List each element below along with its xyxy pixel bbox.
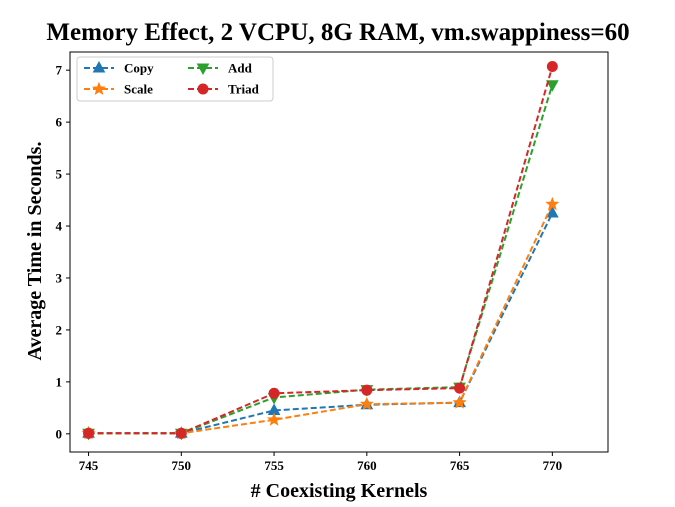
- legend-item-triad: Triad: [188, 82, 260, 97]
- legend-marker: [197, 83, 209, 95]
- legend-marker: [92, 60, 106, 73]
- series-line: [88, 66, 554, 435]
- series-scale: [81, 196, 560, 440]
- data-point: [452, 395, 467, 409]
- y-tick-label: 4: [56, 219, 63, 234]
- data-point: [359, 396, 374, 411]
- y-tick-label: 5: [56, 167, 63, 182]
- x-axis-label: # Coexisting Kernels: [251, 480, 428, 502]
- series-layer: [81, 61, 560, 441]
- data-point: [268, 387, 280, 399]
- legend-marker: [196, 63, 210, 76]
- data-point: [361, 384, 373, 396]
- y-tick-label: 0: [56, 426, 63, 441]
- data-point: [83, 427, 95, 439]
- legend-box: [76, 56, 274, 102]
- legend-marker: [91, 81, 107, 95]
- x-tick-label: 765: [450, 458, 470, 473]
- data-point: [267, 412, 282, 426]
- legend-label: Triad: [228, 82, 260, 97]
- y-tick-label: 1: [56, 374, 63, 389]
- series-line: [88, 203, 554, 435]
- x-axis: 745 750 755 760 765 770: [79, 452, 562, 473]
- data-point: [175, 427, 187, 439]
- series-line: [88, 84, 554, 435]
- y-tick-label: 7: [56, 63, 63, 78]
- legend-item-copy: Copy: [84, 61, 154, 76]
- y-axis-label: Average Time in Seconds.: [24, 142, 46, 361]
- x-tick-label: 750: [172, 458, 192, 473]
- x-tick-label: 760: [357, 458, 377, 473]
- y-tick-label: 3: [56, 270, 63, 285]
- series-triad: [83, 61, 558, 439]
- data-point: [454, 382, 466, 394]
- y-tick-label: 2: [56, 322, 63, 337]
- y-axis: 0 1 2 3 4 5 6 7: [56, 63, 70, 441]
- data-point: [545, 80, 559, 92]
- data-point: [545, 196, 560, 211]
- x-tick-label: 745: [79, 458, 99, 473]
- y-tick-label: 6: [56, 115, 63, 130]
- data-point: [545, 206, 559, 218]
- series-copy: [82, 206, 559, 438]
- plot-frame: [69, 51, 609, 453]
- legend: Copy Scale Add Triad: [76, 56, 274, 102]
- legend-label: Add: [228, 61, 253, 76]
- data-point: [546, 61, 558, 73]
- legend-label: Scale: [124, 82, 153, 97]
- series-line: [88, 212, 554, 435]
- legend-label: Copy: [124, 61, 154, 76]
- legend-item-scale: Scale: [84, 82, 153, 97]
- plot-area: 745 750 755 760 765 770 0 1 2 3 4 5 6 7: [56, 51, 609, 473]
- legend-item-add: Add: [188, 61, 253, 76]
- x-tick-label: 755: [264, 458, 284, 473]
- x-tick-label: 770: [543, 458, 563, 473]
- chart-title: Memory Effect, 2 VCPU, 8G RAM, vm.swappi…: [46, 19, 629, 46]
- series-add: [82, 80, 559, 441]
